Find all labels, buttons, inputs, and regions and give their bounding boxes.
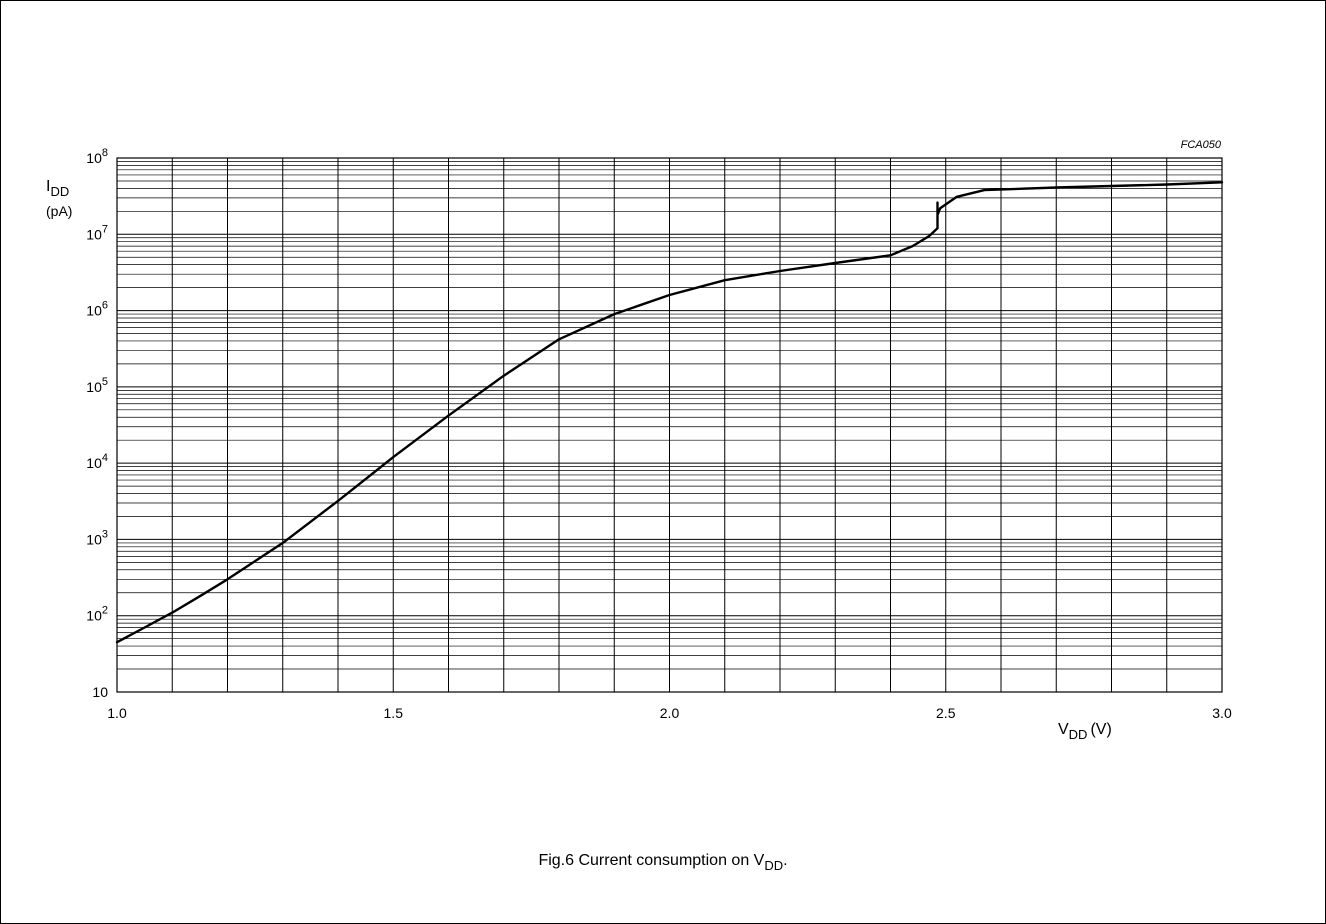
x-tick-labels: 1.0 1.5 2.0 2.5 3.0: [107, 705, 1232, 721]
y-tick-exponent: 7: [102, 223, 108, 235]
y-tick-base: 10: [86, 531, 102, 547]
x-axis-label: VDD (V): [1058, 721, 1112, 742]
x-tick-label: 1.5: [384, 705, 404, 721]
y-tick-label: 104: [86, 452, 108, 471]
y-axis-unit: (pA): [46, 203, 72, 219]
y-tick-label: 106: [86, 300, 108, 319]
y-tick-label: 107: [86, 223, 108, 242]
x-axis-label-sub: DD: [1069, 727, 1088, 742]
caption-sub: DD: [764, 858, 783, 873]
y-axis-label-sub: DD: [50, 184, 69, 199]
x-axis-label-main: V: [1058, 721, 1069, 738]
plot-area: [116, 157, 1223, 693]
y-tick-base: 10: [86, 150, 102, 166]
figure-code: FCA050: [1181, 139, 1222, 151]
y-tick-exponent: 2: [102, 605, 108, 617]
y-axis-label: IDD: [46, 178, 69, 199]
y-tick-label: 105: [86, 376, 108, 395]
y-tick-base: 10: [86, 226, 102, 242]
y-tick-exponent: 6: [102, 300, 108, 312]
x-tick-label: 3.0: [1212, 705, 1232, 721]
y-tick-base: 10: [86, 303, 102, 319]
y-tick-exponent: 3: [102, 528, 108, 540]
y-tick-label: 10: [92, 684, 108, 700]
x-tick-label: 2.5: [936, 705, 956, 721]
series-line: [115, 181, 1224, 644]
grid: [117, 158, 1222, 692]
y-tick-label: 103: [86, 528, 108, 547]
caption-prefix: Fig.6 Current consumption on V: [538, 852, 764, 869]
y-tick-base: 10: [86, 608, 102, 624]
y-tick-base: 10: [86, 379, 102, 395]
y-tick-label: 102: [86, 605, 108, 624]
y-tick-label: 108: [86, 147, 108, 166]
y-tick-base: 10: [86, 455, 102, 471]
y-axis-label-main: I: [46, 178, 50, 195]
y-tick-exponent: 4: [102, 452, 108, 464]
y-tick-base: 10: [92, 684, 108, 700]
figure-caption: Fig.6 Current consumption on VDD.: [538, 852, 787, 873]
x-axis-label-unit: (V): [1090, 721, 1111, 738]
y-tick-exponent: 5: [102, 376, 108, 388]
x-tick-label: 1.0: [107, 705, 127, 721]
y-tick-exponent: 8: [102, 147, 108, 159]
x-tick-label: 2.0: [660, 705, 680, 721]
caption-suffix: .: [783, 852, 787, 869]
